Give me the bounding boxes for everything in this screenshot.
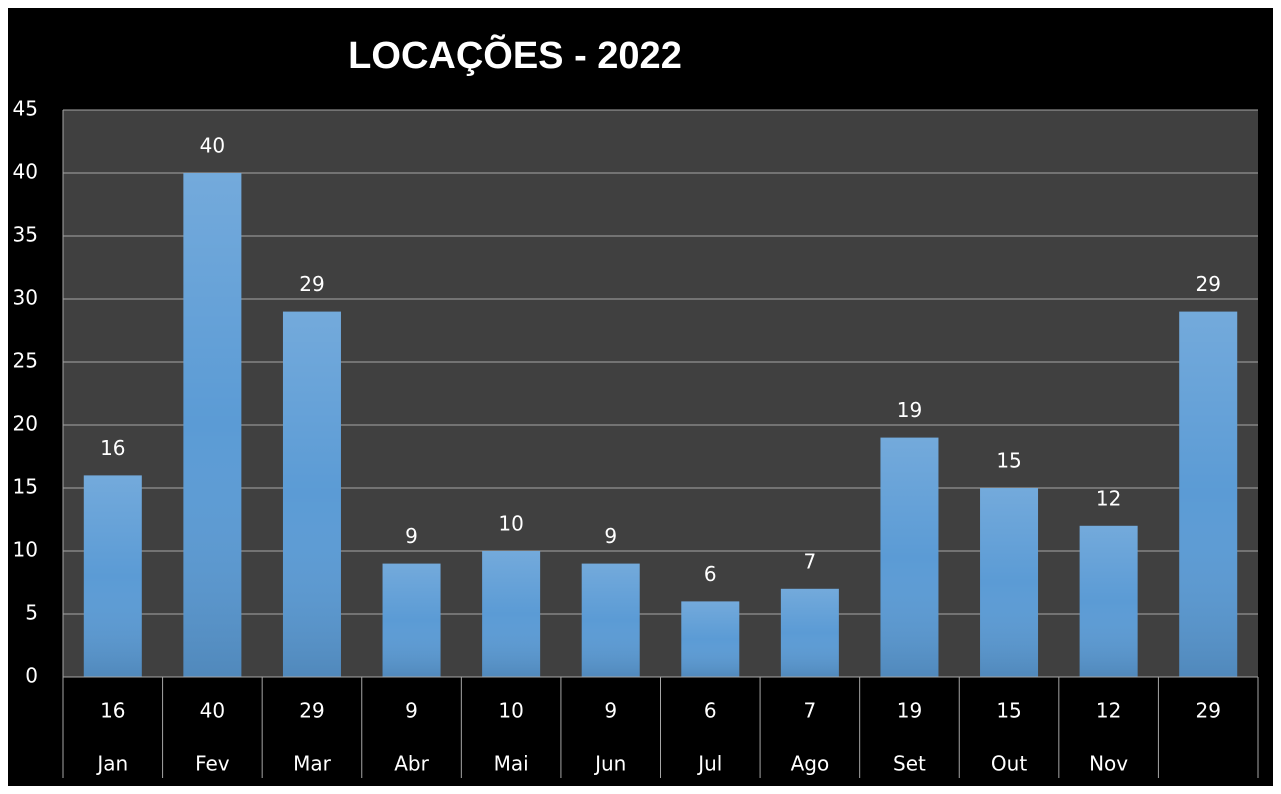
- table-value: 15: [996, 699, 1021, 723]
- bar-shade: [83, 475, 142, 677]
- data-label: 19: [897, 398, 922, 422]
- table-value: 40: [200, 699, 225, 723]
- bar-shade: [1079, 525, 1138, 677]
- data-label: 12: [1096, 486, 1121, 510]
- table-value: 29: [1195, 699, 1220, 723]
- table-value: 10: [498, 699, 523, 723]
- bar-shade: [183, 173, 242, 677]
- y-tick-label: 0: [25, 664, 38, 688]
- bar-shade: [780, 588, 839, 677]
- y-tick-label: 30: [13, 286, 38, 310]
- y-tick-label: 5: [25, 601, 38, 625]
- bar-shade: [382, 563, 441, 677]
- bar-shade: [880, 437, 939, 677]
- y-tick-label: 40: [13, 160, 38, 184]
- data-label: 9: [604, 524, 617, 548]
- y-tick-label: 15: [13, 475, 38, 499]
- bar-shade: [581, 563, 640, 677]
- y-tick-label: 35: [13, 223, 38, 247]
- x-tick-label: Ago: [791, 752, 830, 776]
- x-tick-label: Fev: [195, 752, 230, 776]
- bar-shade: [482, 551, 541, 677]
- x-tick-label: Nov: [1089, 752, 1128, 776]
- y-tick-label: 20: [13, 412, 38, 436]
- table-value: 9: [604, 699, 617, 723]
- x-tick-label: Jan: [95, 752, 128, 776]
- data-label: 40: [200, 134, 225, 158]
- bar-shade: [282, 311, 341, 677]
- data-label: 6: [704, 562, 717, 586]
- x-tick-label: Jun: [593, 752, 626, 776]
- chart-title: LOCAÇÕES - 2022: [348, 33, 682, 77]
- x-tick-label: Jul: [696, 752, 722, 776]
- y-tick-label: 10: [13, 538, 38, 562]
- table-value: 29: [299, 699, 324, 723]
- data-label: 29: [299, 272, 324, 296]
- data-label: 9: [405, 524, 418, 548]
- data-label: 10: [498, 512, 523, 536]
- x-tick-label: Mar: [293, 752, 332, 776]
- x-tick-label: Mai: [494, 752, 529, 776]
- data-label: 15: [996, 449, 1021, 473]
- data-label: 7: [804, 549, 817, 573]
- plot-area: [63, 110, 1258, 677]
- table-value: 6: [704, 699, 717, 723]
- table-value: 12: [1096, 699, 1121, 723]
- x-tick-label: Out: [991, 752, 1027, 776]
- data-label: 29: [1195, 272, 1220, 296]
- bar-shade: [681, 601, 740, 677]
- bar-shade: [1179, 311, 1238, 677]
- data-label: 16: [100, 436, 125, 460]
- table-value: 19: [897, 699, 922, 723]
- y-tick-label: 45: [13, 97, 38, 121]
- x-tick-label: Set: [893, 752, 926, 776]
- table-value: 9: [405, 699, 418, 723]
- table-value: 16: [100, 699, 125, 723]
- bar-shade: [980, 488, 1039, 677]
- x-tick-label: Abr: [394, 752, 429, 776]
- table-value: 7: [804, 699, 817, 723]
- y-tick-label: 25: [13, 349, 38, 373]
